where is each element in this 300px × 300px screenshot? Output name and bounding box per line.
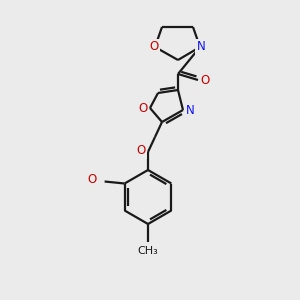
Text: N: N [186,103,194,116]
Text: O: O [136,145,146,158]
Text: CH₃: CH₃ [138,246,158,256]
Text: O: O [200,74,210,86]
Text: O: O [149,40,159,53]
Text: O: O [138,101,148,115]
Text: N: N [196,40,206,53]
Text: O: O [87,173,96,186]
